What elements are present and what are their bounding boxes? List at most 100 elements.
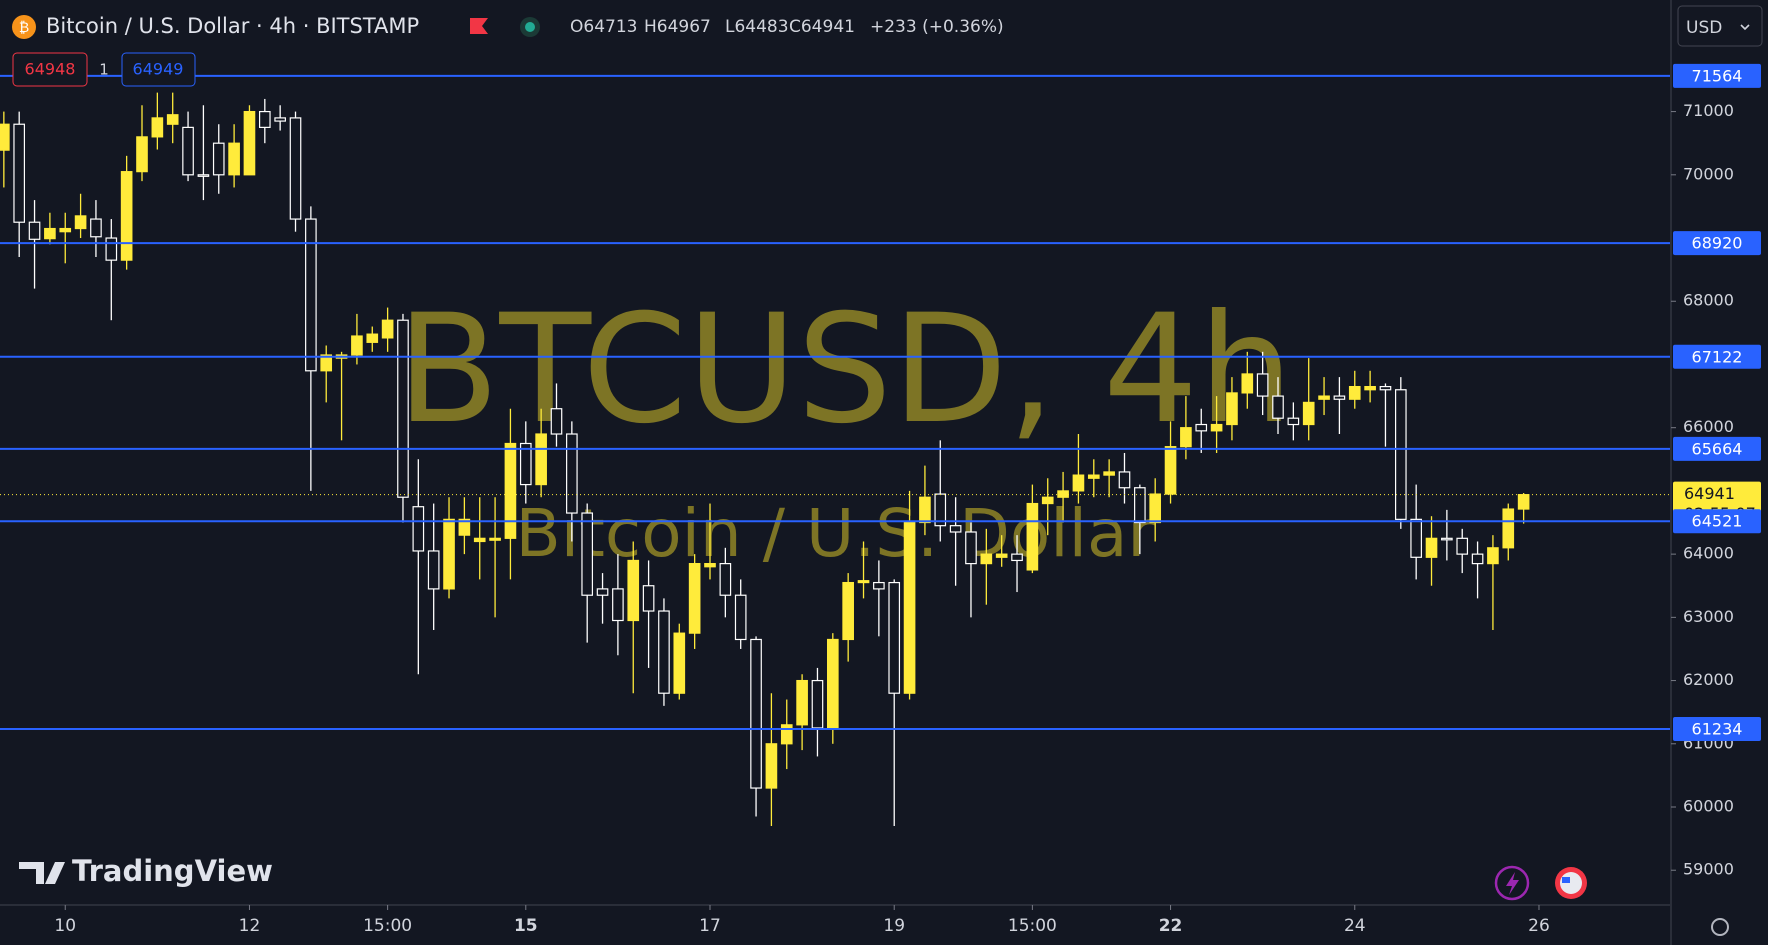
level-label: 68920 [1692,234,1743,253]
coin-icon [12,15,36,39]
candle-body [1118,471,1131,489]
candle-body [44,227,56,240]
candle-body [136,136,148,173]
candle-body [151,117,164,138]
candle-body [704,563,716,568]
candle-body [1026,502,1039,571]
spread: 1 [99,61,109,79]
candle-body [1195,423,1208,432]
candle-body [980,553,993,565]
flag-canton [1562,877,1570,883]
last-price-label: 64941 [1684,484,1735,503]
level-label-box [1673,436,1761,461]
settings-icon[interactable] [1711,918,1729,936]
currency-select[interactable] [1677,5,1763,47]
candle-body [826,638,839,729]
ohlc-open: O64713 [570,17,637,37]
candle-body [596,588,609,596]
candle-body [550,408,563,435]
candle-body [1287,417,1300,426]
candle-body [566,433,578,514]
ohlc-change: +233 (+0.36%) [870,17,1004,37]
y-tick-label: 64000 [1683,544,1734,563]
candle-body [0,123,10,151]
candle-body [182,126,194,176]
candle-body [1471,553,1484,565]
buy-button[interactable] [121,52,196,87]
axes: 5900060000610006200063000640006600068000… [54,63,1761,936]
candle-body [1210,423,1223,432]
level-label-box [1673,509,1761,534]
y-tick-label: 63000 [1683,607,1734,626]
candle-body [243,110,256,176]
candle-body [320,354,333,372]
sell-price[interactable]: 64948 [25,60,76,79]
candle-body [381,319,394,339]
candle-body [1502,508,1515,549]
candle-body [949,525,962,533]
candle-body [1364,385,1376,391]
candle-body [13,123,26,223]
level-label-box [1673,63,1761,88]
candle-body [289,117,302,220]
candle-body [473,537,486,543]
plot [0,74,1671,826]
candle-body [581,512,594,596]
level-label-box [1673,716,1761,741]
x-tick-label: 19 [883,916,905,936]
candle-body [1517,494,1530,510]
bolt [1506,872,1519,895]
candle-body [412,506,425,552]
y-tick-label: 59000 [1683,860,1734,879]
candle-body [212,142,225,176]
candle-body [197,174,210,177]
candle-body [1256,373,1269,397]
candle-body [965,531,977,565]
x-tick-label: 12 [239,916,261,936]
candle-body [1379,385,1392,391]
ohlc-close: C64941 [789,17,855,37]
candle-body [1226,392,1238,426]
ohlc-low: L64483 [725,17,789,37]
candle-body [504,442,517,539]
watermark: BTCUSD, 4h Bitcoin / U.S. Dollar [397,283,1294,572]
candle-body [919,496,931,524]
candle-body [1425,537,1438,558]
candle-body [934,493,947,527]
candle-body [1134,487,1146,524]
candle-body [74,215,87,230]
candle-body [519,442,532,486]
candle-body [1057,490,1069,498]
brand-name: TradingView [72,854,273,888]
candle-body [351,335,363,356]
x-tick-label: 22 [1159,916,1183,936]
buy-price[interactable]: 64949 [133,60,184,79]
candle-body [28,221,41,240]
candle-body [857,580,870,584]
alert-icon[interactable] [1494,865,1530,901]
dropdown-caret [1740,24,1750,31]
currency-label[interactable]: USD [1686,18,1722,38]
candle-body [734,594,747,641]
level-label: 65664 [1692,439,1743,458]
candle-body [673,632,686,694]
candle-body [90,218,102,238]
candle-body [612,588,624,622]
candle-body [1241,373,1254,394]
sell-button[interactable] [12,52,88,87]
y-tick-label: 66000 [1683,417,1734,436]
candle-body [1441,537,1453,541]
candle-body [1272,395,1284,419]
candle-body [1072,474,1085,492]
watermark-title: BTCUSD, 4h [397,283,1294,457]
x-tick-label: 24 [1344,916,1366,936]
level-label-box [1673,344,1761,369]
level-label: 64521 [1692,512,1743,531]
candle-body [1410,518,1422,558]
candle-body [811,679,824,729]
candle-body [489,537,501,541]
candle-body [750,638,762,789]
candle-body [1041,496,1054,505]
candle-body [719,563,732,596]
